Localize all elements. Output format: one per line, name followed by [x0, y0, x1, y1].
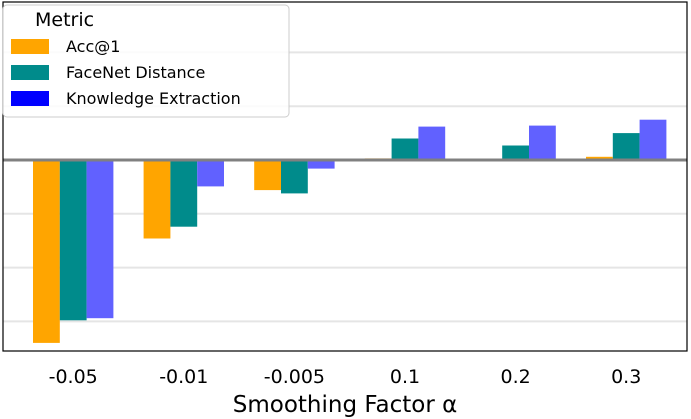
x-tick-label: -0.05 [49, 366, 98, 388]
x-tick-label: 0.2 [500, 366, 530, 388]
x-tick-label: 0.3 [611, 366, 641, 388]
bar-facenet-distance-3 [391, 138, 419, 160]
legend: Metric Acc@1 FaceNet Distance Knowledge Ex… [2, 4, 290, 118]
x-axis-label: Smoothing Factor α [233, 392, 458, 418]
bar-acc-1-5 [586, 156, 613, 160]
legend-swatch [11, 39, 49, 54]
bar-facenet-distance-0 [59, 160, 87, 321]
plot-frame [2, 1, 688, 352]
legend-title: Metric [35, 9, 94, 31]
bar-knowledge-extraction-1 [197, 160, 224, 187]
legend-label: Knowledge Extraction [66, 89, 241, 108]
legend-swatch [11, 65, 49, 80]
bar-acc-1-0 [33, 160, 60, 343]
bars [33, 119, 667, 343]
bar-knowledge-extraction-0 [86, 160, 114, 319]
legend-label: Acc@1 [66, 37, 120, 56]
x-tick-label: 0.1 [390, 366, 420, 388]
bar-facenet-distance-4 [502, 145, 529, 160]
bar-knowledge-extraction-4 [529, 125, 556, 160]
x-tick-label: -0.005 [264, 366, 325, 388]
bar-acc-1-1 [143, 160, 171, 239]
x-tick-labels: -0.05 -0.01 -0.005 0.1 0.2 0.3 [49, 366, 642, 388]
x-tick-label: -0.01 [159, 366, 208, 388]
bar-facenet-distance-2 [281, 160, 308, 194]
legend-label: FaceNet Distance [66, 63, 205, 82]
bar-acc-1-2 [254, 160, 281, 191]
bar-knowledge-extraction-5 [639, 119, 667, 160]
legend-swatch [11, 91, 49, 106]
legend-box [2, 4, 290, 118]
bar-facenet-distance-1 [170, 160, 198, 227]
legend-items: Acc@1 FaceNet Distance Knowledge Extractio… [11, 37, 241, 108]
bar-knowledge-extraction-2 [307, 160, 335, 169]
bar-knowledge-extraction-3 [418, 126, 446, 160]
bar-facenet-distance-5 [612, 133, 640, 160]
